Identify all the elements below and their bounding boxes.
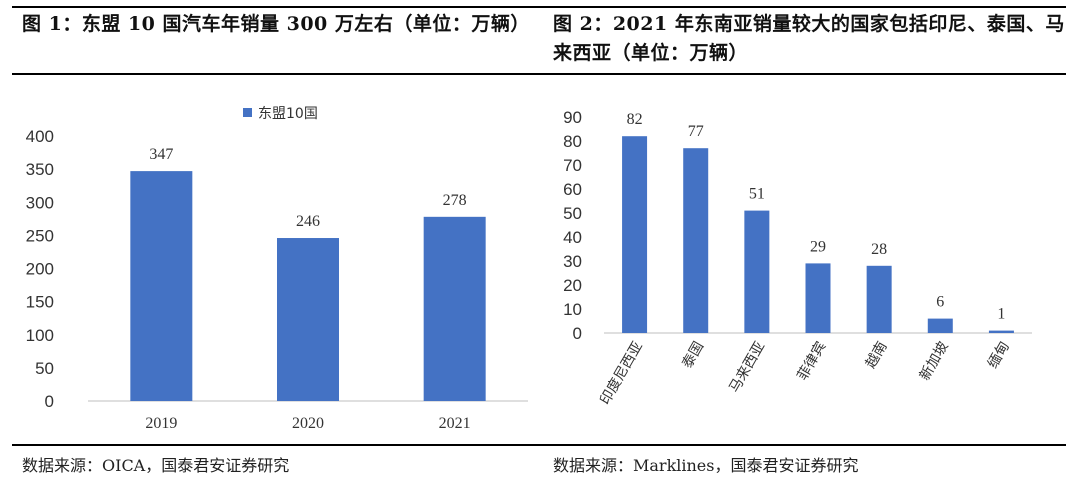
chart2-title: 图 2：2021 年东南亚销量较大的国家包括印尼、泰国、马来西亚（单位：万辆） bbox=[553, 13, 1065, 64]
chart1-source: 数据来源：OICA，国泰君安证券研究 bbox=[22, 456, 290, 475]
chart2-y-tick-label: 30 bbox=[563, 252, 582, 271]
chart1-data-label: 278 bbox=[443, 192, 467, 209]
chart2-y-tick-label: 50 bbox=[563, 204, 582, 223]
chart1-bar bbox=[423, 216, 486, 401]
chart2-data-label: 1 bbox=[997, 306, 1005, 323]
chart1-data-label: 246 bbox=[296, 213, 320, 230]
chart2-bar bbox=[744, 210, 770, 333]
title-bottom-rule bbox=[12, 73, 1066, 75]
chart2-data-label: 51 bbox=[749, 186, 765, 203]
chart1-y-tick-label: 300 bbox=[26, 193, 54, 212]
chart2-bar bbox=[805, 263, 831, 333]
chart1-y-tick-label: 100 bbox=[26, 326, 54, 345]
chart1-y-tick-label: 350 bbox=[26, 160, 54, 179]
chart1-y-tick-label: 250 bbox=[26, 226, 54, 245]
top-rule bbox=[12, 6, 1066, 8]
chart1-data-label: 347 bbox=[149, 146, 173, 163]
chart2-x-tick-label: 缅甸 bbox=[985, 339, 1013, 371]
chart1-y-tick-label: 0 bbox=[45, 392, 54, 411]
chart1-bar bbox=[130, 171, 193, 401]
chart2-data-label: 29 bbox=[810, 238, 826, 255]
chart1-legend-label: 东盟10国 bbox=[258, 106, 318, 122]
chart2-source: 数据来源：Marklines，国泰君安证券研究 bbox=[553, 456, 859, 475]
chart2-x-tick-label: 新加坡 bbox=[917, 339, 952, 383]
chart2-data-label: 82 bbox=[627, 111, 643, 128]
chart1-y-tick-label: 150 bbox=[26, 293, 54, 312]
chart1-y-tick-label: 400 bbox=[26, 127, 54, 146]
chart1-x-tick-label: 2020 bbox=[292, 415, 324, 432]
chart2-y-tick-label: 20 bbox=[563, 276, 582, 295]
chart2-x-tick-label: 泰国 bbox=[679, 339, 707, 371]
chart2-data-label: 77 bbox=[688, 123, 704, 140]
chart2-data-label: 28 bbox=[871, 241, 887, 258]
chart1-bar bbox=[277, 238, 339, 401]
chart2-y-tick-label: 80 bbox=[563, 132, 582, 151]
chart2-x-tick-label: 越南 bbox=[863, 339, 891, 371]
chart2-bar bbox=[622, 136, 648, 333]
chart1-x-tick-label: 2021 bbox=[439, 415, 471, 432]
chart2-x-tick-label: 菲律宾 bbox=[795, 339, 830, 383]
chart2-y-tick-label: 70 bbox=[563, 156, 582, 175]
chart1-legend-swatch bbox=[243, 108, 252, 117]
chart1-y-tick-label: 50 bbox=[35, 359, 54, 378]
chart2-bar bbox=[866, 265, 892, 333]
chart2-data-label: 6 bbox=[936, 294, 944, 311]
chart1-title: 图 1：东盟 10 国汽车年销量 300 万左右（单位：万辆） bbox=[22, 13, 530, 35]
chart2-y-tick-label: 0 bbox=[573, 324, 582, 343]
chart2-y-tick-label: 90 bbox=[563, 108, 582, 127]
chart1-y-tick-label: 200 bbox=[26, 260, 54, 279]
chart2-x-tick-label: 马来西亚 bbox=[726, 339, 768, 395]
chart2-bar bbox=[927, 318, 953, 333]
chart2-bar bbox=[988, 330, 1014, 333]
chart2-bar bbox=[683, 148, 709, 333]
chart1-x-tick-label: 2019 bbox=[145, 415, 177, 432]
chart2-y-tick-label: 10 bbox=[563, 300, 582, 319]
chart2-y-tick-label: 60 bbox=[563, 180, 582, 199]
source-top-rule bbox=[12, 444, 1066, 446]
chart2-y-tick-label: 40 bbox=[563, 228, 582, 247]
chart2-x-tick-label: 印度尼西亚 bbox=[597, 339, 646, 408]
